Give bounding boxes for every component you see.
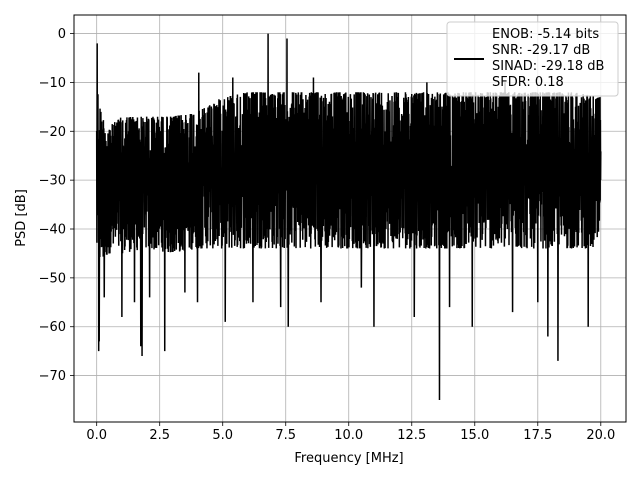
legend-box: [446, 21, 619, 97]
legend: ENOB: -5.14 bits SNR: -29.17 dB SINAD: -…: [446, 21, 619, 97]
y-tick-label: −20: [39, 125, 66, 140]
legend-line-enob: ENOB: -5.14 bits: [492, 27, 599, 42]
legend-line-sinad: SINAD: -29.18 dB: [492, 59, 604, 74]
x-tick-label: 12.5: [397, 428, 426, 443]
legend-line-sfdr: SFDR: 0.18: [492, 75, 564, 90]
legend-line-snr: SNR: -29.17 dB: [492, 43, 590, 58]
y-tick-label: −50: [39, 271, 66, 286]
x-axis-label: Frequency [MHz]: [294, 451, 403, 466]
x-tick-label: 15.0: [460, 428, 489, 443]
y-axis-label: PSD [dB]: [14, 189, 29, 247]
x-tick-label: 17.5: [523, 428, 552, 443]
y-tick-label: 0: [58, 27, 66, 42]
y-tick-label: −10: [39, 76, 66, 91]
axes-frame: [73, 14, 627, 423]
x-tick-label: 20.0: [586, 428, 615, 443]
y-tick-label: −30: [39, 174, 66, 189]
x-tick-label: 7.5: [275, 428, 296, 443]
plot-area: [95, 33, 602, 401]
y-tick-label: −40: [39, 223, 66, 238]
psd-line: [95, 33, 602, 401]
y-tick-label: −70: [39, 369, 66, 384]
series-psd: [95, 33, 602, 401]
x-tick-label: 0.0: [86, 428, 107, 443]
x-tick-label: 2.5: [149, 428, 170, 443]
x-tick-label: 10.0: [334, 428, 363, 443]
y-tick-label: −60: [39, 320, 66, 335]
x-axis-ticks: 0.0 2.5 5.0 7.5 10.0 12.5 15.0 17.5 20.0: [86, 422, 615, 443]
x-tick-label: 5.0: [212, 428, 233, 443]
y-axis-ticks: 0 −10 −20 −30 −40 −50 −60 −70: [39, 27, 74, 384]
